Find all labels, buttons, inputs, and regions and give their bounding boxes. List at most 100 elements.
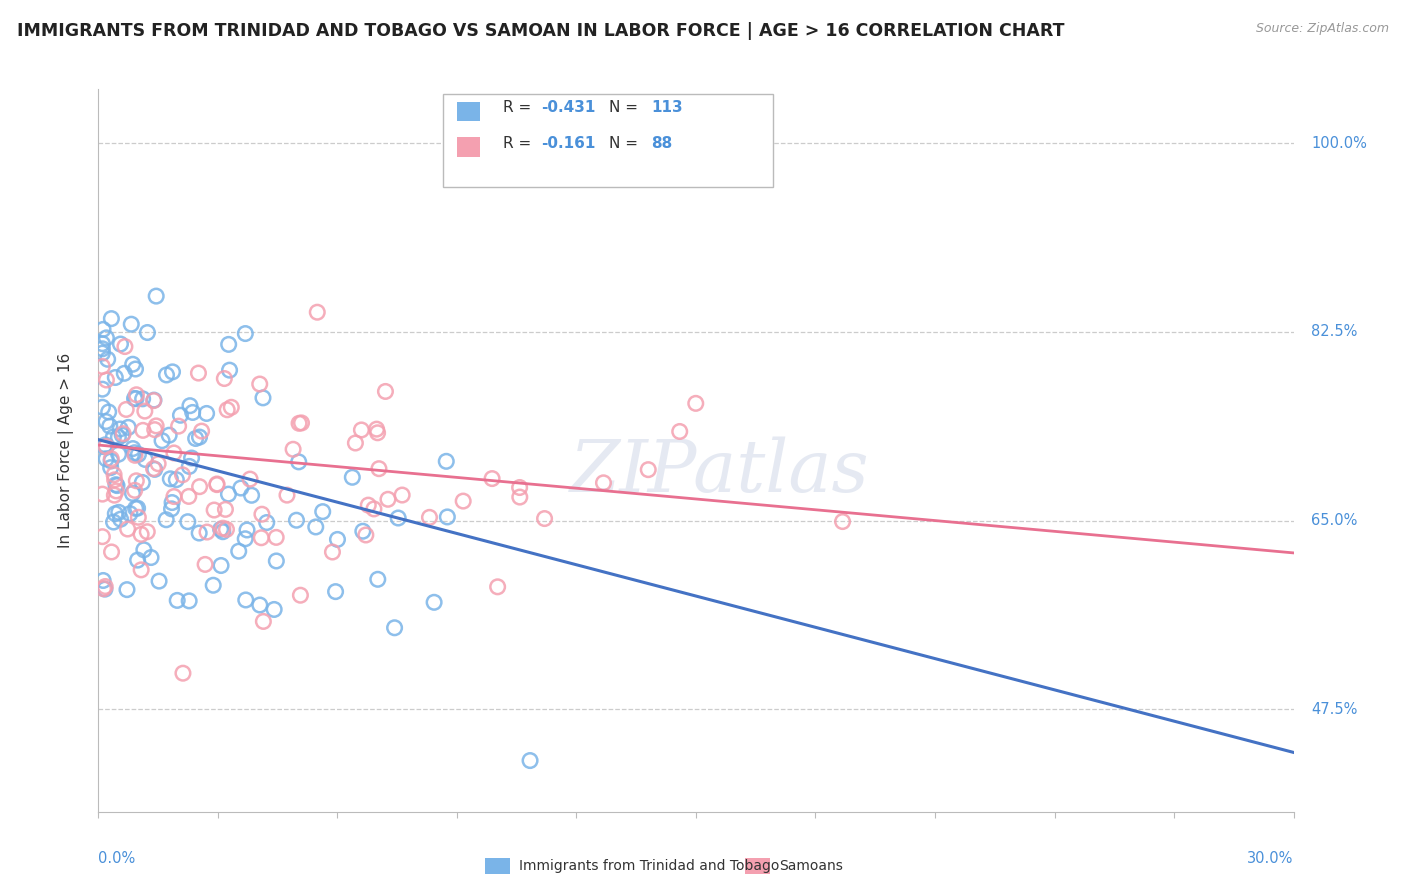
- Point: [139, 550, 162, 565]
- Point: [266, 554, 288, 568]
- Point: [110, 337, 132, 351]
- Point: [249, 598, 271, 612]
- Point: [91, 359, 114, 374]
- Point: [321, 545, 343, 559]
- Point: [264, 530, 287, 544]
- Point: [124, 501, 146, 516]
- Point: [434, 454, 457, 468]
- Point: [221, 401, 243, 415]
- Point: [124, 392, 146, 406]
- Point: [190, 424, 212, 438]
- Point: [94, 439, 117, 453]
- Point: [111, 428, 134, 442]
- Point: [288, 417, 311, 431]
- Point: [229, 481, 252, 495]
- Point: [105, 478, 128, 492]
- Point: [157, 428, 180, 442]
- Point: [357, 498, 380, 512]
- Point: [91, 530, 114, 544]
- Point: [103, 467, 125, 482]
- Text: -0.431: -0.431: [541, 101, 596, 115]
- Text: 113: 113: [651, 101, 682, 115]
- Point: [131, 392, 153, 406]
- Point: [145, 289, 167, 303]
- Point: [143, 393, 166, 408]
- Point: [285, 513, 308, 527]
- Point: [118, 507, 141, 521]
- Point: [104, 507, 127, 521]
- Point: [209, 558, 232, 573]
- Point: [509, 490, 531, 504]
- Point: [214, 371, 236, 385]
- Point: [233, 326, 256, 341]
- Point: [103, 430, 125, 444]
- Point: [212, 521, 235, 535]
- Point: [155, 513, 177, 527]
- Point: [127, 510, 149, 524]
- Point: [281, 442, 304, 457]
- Point: [100, 454, 122, 468]
- Point: [142, 393, 165, 408]
- Point: [312, 505, 335, 519]
- Point: [195, 407, 218, 421]
- Point: [486, 580, 509, 594]
- Point: [91, 574, 114, 588]
- Point: [181, 405, 204, 419]
- Point: [94, 580, 117, 594]
- Point: [418, 510, 440, 524]
- Point: [236, 523, 259, 537]
- Point: [91, 342, 114, 356]
- Point: [344, 436, 367, 450]
- Point: [110, 512, 132, 526]
- Point: [93, 582, 115, 596]
- Point: [98, 419, 121, 434]
- Point: [104, 370, 127, 384]
- Text: 65.0%: 65.0%: [1312, 513, 1358, 528]
- Point: [125, 474, 148, 488]
- Text: 100.0%: 100.0%: [1312, 136, 1367, 151]
- Text: Source: ZipAtlas.com: Source: ZipAtlas.com: [1256, 22, 1389, 36]
- Point: [121, 357, 143, 371]
- Point: [350, 423, 373, 437]
- Point: [136, 326, 159, 340]
- Text: ZIPatlas: ZIPatlas: [569, 437, 870, 508]
- Point: [228, 544, 250, 558]
- Point: [235, 593, 257, 607]
- Point: [117, 522, 139, 536]
- Point: [146, 457, 169, 471]
- Point: [202, 578, 225, 592]
- Point: [131, 475, 153, 490]
- Text: 82.5%: 82.5%: [1312, 325, 1358, 339]
- Point: [217, 487, 239, 501]
- Point: [202, 503, 225, 517]
- Text: Immigrants from Trinidad and Tobago: Immigrants from Trinidad and Tobago: [519, 859, 779, 873]
- Point: [211, 524, 233, 539]
- Point: [91, 322, 114, 336]
- Point: [103, 515, 125, 529]
- Point: [162, 365, 184, 379]
- Point: [97, 405, 120, 419]
- Point: [374, 384, 396, 399]
- Point: [668, 425, 690, 439]
- Point: [155, 368, 177, 382]
- Point: [194, 558, 217, 572]
- Point: [124, 448, 146, 462]
- Point: [187, 366, 209, 380]
- Point: [159, 472, 181, 486]
- Point: [93, 440, 115, 454]
- Text: IMMIGRANTS FROM TRINIDAD AND TOBAGO VS SAMOAN IN LABOR FORCE | AGE > 16 CORRELAT: IMMIGRANTS FROM TRINIDAD AND TOBAGO VS S…: [17, 22, 1064, 40]
- Point: [166, 593, 188, 607]
- Point: [107, 447, 129, 461]
- Point: [129, 527, 152, 541]
- Point: [121, 486, 143, 500]
- Point: [354, 528, 377, 542]
- Point: [134, 452, 156, 467]
- Point: [263, 602, 285, 616]
- Point: [451, 494, 474, 508]
- Point: [160, 501, 183, 516]
- Point: [91, 346, 114, 360]
- Point: [124, 362, 146, 376]
- Point: [125, 388, 148, 402]
- Point: [124, 446, 146, 460]
- Point: [103, 488, 125, 502]
